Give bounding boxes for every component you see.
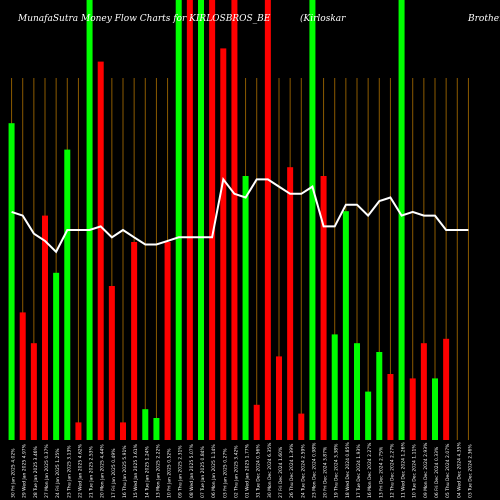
bar-8 <box>97 61 104 440</box>
bar-3 <box>42 215 48 440</box>
x-tick-label-6: 22 Wed Jan 2025 4.62% <box>77 443 83 498</box>
company-name-part1: (Kirloskar <box>300 14 346 24</box>
bar-31 <box>354 343 360 440</box>
x-tick-label-25: 26 Thu Dec 2024 1.39% <box>289 443 295 498</box>
bar-15 <box>175 0 182 440</box>
bar-19 <box>220 48 227 441</box>
x-tick-label-39: 05 Thu Dec 2024 2.07% <box>445 443 451 498</box>
x-tick-label-24: 27 Fri Dec 2024 1.60% <box>278 446 284 498</box>
x-tick-label-15: 09 Thu Jan 2025 2.31% <box>178 445 184 498</box>
bar-11 <box>131 242 138 440</box>
bar-22 <box>253 404 260 440</box>
x-tick-label-32: 16 Mon Dec 2024 2.27% <box>367 442 373 498</box>
x-tick-label-35: 11 Wed Dec 2024 1.26% <box>401 442 407 498</box>
bar-25 <box>287 167 294 440</box>
x-tick-label-9: 17 Fri Jan 2025 0.49% <box>111 448 117 498</box>
x-tick-label-38: 06 Fri Dec 2024 0.33% <box>434 446 440 498</box>
bar-5 <box>64 149 71 440</box>
bar-14 <box>164 242 171 440</box>
x-tick-label-11: 15 Wed Jan 2025 3.61% <box>133 443 139 498</box>
bar-32 <box>365 391 372 440</box>
bar-12 <box>142 409 149 440</box>
x-tick-label-8: 20 Mon Jan 2025 4.44% <box>100 444 106 498</box>
x-tick-label-2: 28 Tue Jan 2025 3.46% <box>33 445 39 498</box>
x-tick-label-36: 10 Tue Dec 2024 1.11% <box>412 444 418 498</box>
bar-7 <box>86 0 93 440</box>
x-tick-label-10: 16 Thu Jan 2025 5.91% <box>122 445 128 498</box>
bars <box>8 0 450 441</box>
x-tick-label-5: 23 Thu Jan 2025 3.13% <box>66 445 72 498</box>
x-tick-label-19: 03 Fri Jan 2025 0.27% <box>222 448 228 498</box>
bar-2 <box>30 343 37 440</box>
bar-1 <box>19 312 26 440</box>
x-tick-label-23: 30 Mon Dec 2024 6.35% <box>267 442 273 498</box>
money-flow-line <box>11 177 469 254</box>
bar-34 <box>387 374 394 440</box>
bar-30 <box>342 211 349 440</box>
x-tick-label-40: 04 Wed Dec 2024 4.35% <box>456 442 462 498</box>
x-tick-label-16: 08 Wed Jan 2025 5.07% <box>189 443 195 498</box>
x-tick-label-14: 10 Fri Jan 2025 0.52% <box>167 448 173 498</box>
bar-9 <box>108 286 115 440</box>
bar-10 <box>120 422 126 440</box>
bar-33 <box>376 352 383 440</box>
bar-13 <box>153 418 160 440</box>
bar-35 <box>398 0 405 440</box>
x-tick-label-27: 23 Mon Dec 2024 0.98% <box>311 442 317 498</box>
x-tick-label-7: 21 Tue Jan 2025 2.53% <box>89 445 95 498</box>
x-tick-label-22: 31 Tue Dec 2024 0.56% <box>256 444 262 498</box>
x-tick-label-4: 24 Fri Jan 2025 1.25% <box>55 448 61 498</box>
bar-16 <box>186 0 193 440</box>
x-tick-label-31: 17 Tue Dec 2024 1.93% <box>356 444 362 498</box>
bar-27 <box>309 0 316 440</box>
bar-21 <box>242 176 249 440</box>
money-flow-polyline <box>11 177 469 254</box>
bar-36 <box>409 378 416 440</box>
x-tick-label-12: 14 Tue Jan 2025 1.24% <box>144 445 150 498</box>
bar-37 <box>420 343 427 440</box>
chart-title: MunafaSutra Money Flow Charts for KIRLOS… <box>18 14 271 24</box>
bar-23 <box>264 0 271 440</box>
bar-28 <box>320 176 327 440</box>
company-name-part2: Brothers <box>468 14 500 24</box>
x-tick-label-0: 30 Fri Jan 2025 4.02% <box>11 448 17 498</box>
bar-4 <box>53 272 60 440</box>
bar-38 <box>432 378 438 440</box>
bar-24 <box>276 356 282 440</box>
x-tick-label-30: 18 Wed Dec 2024 0.85% <box>345 442 351 498</box>
bar-0 <box>8 123 15 440</box>
x-tick-label-26: 24 Tue Dec 2024 2.59% <box>300 444 306 498</box>
x-tick-label-18: 06 Mon Jan 2025 1.14% <box>211 444 217 498</box>
bar-20 <box>231 0 238 440</box>
bar-17 <box>198 0 204 440</box>
bar-26 <box>298 413 305 440</box>
x-tick-label-41: 03 Tue Dec 2024 2.36% <box>467 444 473 498</box>
x-tick-label-21: 01 Wed Jan 2025 1.77% <box>245 443 251 498</box>
x-tick-label-3: 27 Mon Jan 2025 0.37% <box>44 444 50 498</box>
x-tick-label-20: 02 Thu Jan 2025 3.42% <box>233 445 239 498</box>
bar-39 <box>443 338 450 440</box>
x-tick-labels: 30 Fri Jan 2025 4.02% 29 Wed Jan 2025 4.9… <box>11 442 474 498</box>
bar-18 <box>209 0 216 440</box>
x-tick-label-29: 19 Thu Dec 2024 3.38% <box>334 443 340 498</box>
x-tick-label-28: 20 Fri Dec 2024 3.87% <box>323 446 329 498</box>
x-tick-label-33: 13 Fri Dec 2024 2.75% <box>378 446 384 498</box>
x-tick-label-34: 12 Thu Dec 2024 2.27% <box>389 443 395 498</box>
x-tick-label-1: 29 Wed Jan 2025 4.97% <box>22 443 28 498</box>
bar-6 <box>75 422 82 440</box>
x-tick-label-37: 09 Mon Dec 2024 2.93% <box>423 442 429 498</box>
x-tick-label-17: 07 Tue Jan 2025 0.84% <box>200 445 206 498</box>
bar-29 <box>331 334 338 440</box>
x-tick-label-13: 13 Mon Jan 2025 2.22% <box>155 444 161 498</box>
